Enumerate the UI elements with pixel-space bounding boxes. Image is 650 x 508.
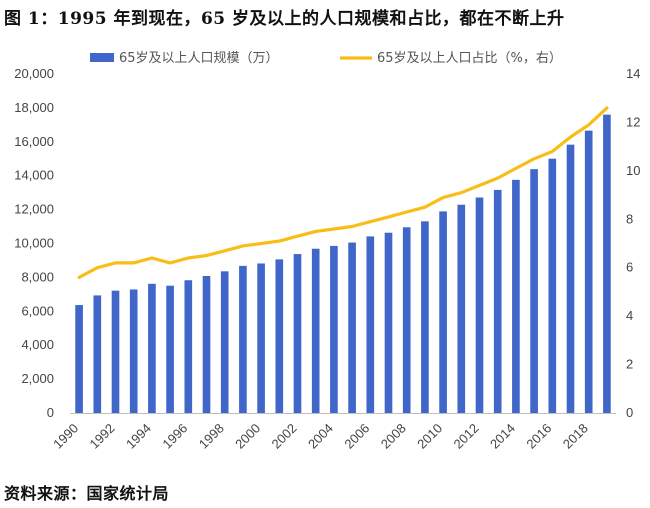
x-tick-label: 1996 — [159, 421, 190, 452]
left-tick-label: 8,000 — [21, 269, 54, 284]
bar — [384, 232, 393, 413]
x-tick-label: 2008 — [378, 421, 409, 452]
left-tick-label: 14,000 — [14, 168, 54, 183]
bar — [311, 248, 320, 413]
x-tick-label: 1994 — [123, 421, 154, 452]
x-tick-label: 1998 — [196, 421, 227, 452]
bar — [566, 144, 575, 413]
right-tick-label: 10 — [626, 163, 640, 178]
x-tick-label: 2016 — [523, 421, 554, 452]
left-tick-label: 10,000 — [14, 236, 54, 251]
bar — [530, 169, 538, 413]
right-tick-label: 14 — [626, 66, 640, 81]
bar — [202, 275, 211, 413]
x-tick-label: 2014 — [487, 421, 518, 452]
bar — [475, 197, 484, 413]
x-axis: 1990 1992 1994 1996 1998 2000 2002 2004 2006 2008… — [50, 413, 616, 452]
bar — [275, 259, 284, 413]
x-tick-label: 2004 — [305, 421, 336, 452]
right-tick-label: 2 — [626, 357, 633, 372]
bar — [584, 130, 593, 413]
bar-series — [75, 114, 611, 413]
right-tick-label: 8 — [626, 211, 633, 226]
left-tick-label: 4,000 — [21, 337, 54, 352]
right-tick-label: 4 — [626, 308, 633, 323]
bar — [111, 290, 120, 413]
left-tick-label: 2,000 — [21, 371, 54, 386]
bar — [603, 114, 611, 413]
bar — [330, 245, 338, 413]
bar — [439, 211, 447, 413]
x-tick-label: 2002 — [269, 421, 300, 452]
bar — [366, 236, 375, 413]
source-note: 资料来源：国家统计局 — [4, 484, 170, 503]
x-tick-label: 2000 — [232, 421, 263, 452]
bar — [512, 179, 520, 413]
right-tick-label: 6 — [626, 260, 633, 275]
legend: 65岁及以上人口规模（万） 65岁及以上人口占比（%，右） — [90, 51, 562, 66]
x-tick-label: 2010 — [414, 421, 445, 452]
legend-bar-label: 65岁及以上人口规模（万） — [119, 51, 279, 66]
right-axis: 0 2 4 6 8 10 12 14 — [626, 66, 640, 420]
bar — [148, 283, 156, 413]
bar — [402, 227, 411, 413]
legend-bar-swatch — [90, 53, 114, 62]
bar — [129, 289, 138, 413]
bar — [348, 242, 356, 413]
x-tick-label: 2006 — [341, 421, 372, 452]
right-tick-label: 12 — [626, 114, 640, 129]
x-tick-label: 1990 — [50, 421, 81, 452]
bar — [239, 265, 247, 413]
right-tick-label: 0 — [626, 405, 633, 420]
bar — [166, 285, 174, 413]
bar — [457, 204, 466, 413]
line-path — [77, 106, 609, 279]
left-tick-label: 6,000 — [21, 303, 54, 318]
x-tick-label: 2012 — [451, 421, 482, 452]
line-series — [77, 106, 609, 279]
bar — [93, 295, 102, 413]
bar — [257, 263, 265, 413]
left-tick-label: 0 — [47, 405, 54, 420]
bar — [220, 271, 229, 413]
bar — [421, 221, 429, 413]
left-axis: 0 2,000 4,000 6,000 8,000 10,000 12,000 14,000 1… — [14, 66, 54, 420]
bar — [75, 305, 83, 413]
x-tick-label: 1992 — [87, 421, 118, 452]
bar — [293, 254, 302, 413]
x-tick-label: 2018 — [560, 421, 591, 452]
left-tick-label: 18,000 — [14, 100, 54, 115]
left-tick-label: 12,000 — [14, 202, 54, 217]
legend-line-label: 65岁及以上人口占比（%，右） — [377, 51, 562, 66]
left-tick-label: 16,000 — [14, 134, 54, 149]
left-tick-label: 20,000 — [14, 66, 54, 81]
bar — [493, 189, 502, 413]
bar — [184, 280, 193, 413]
bar — [548, 158, 557, 413]
chart-title: 图 1：1995 年到现在，65 岁及以上的人口规模和占比，都在不断上升 — [4, 9, 565, 29]
